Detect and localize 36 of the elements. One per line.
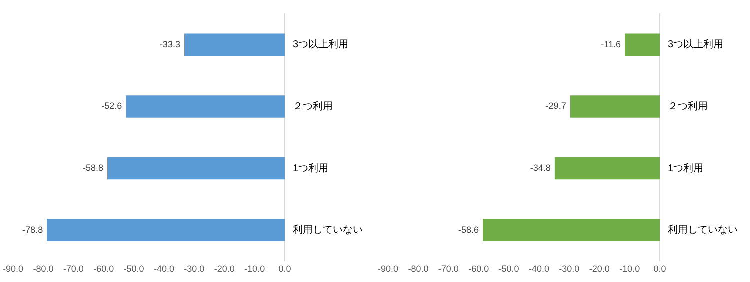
x-tick-label: -30.0 xyxy=(559,264,580,274)
data-label: -29.7 xyxy=(546,101,566,112)
x-tick-label: -50.0 xyxy=(124,264,144,274)
data-label: -58.6 xyxy=(458,224,480,235)
y-tick-label: 利用していない xyxy=(293,224,363,236)
y-tick-label: ２つ利用 xyxy=(293,100,333,112)
x-tick-label: -70.0 xyxy=(438,264,459,274)
x-tick-label: -90.0 xyxy=(378,264,399,274)
x-tick-label: -10.0 xyxy=(620,264,640,274)
x-tick-label: -10.0 xyxy=(244,264,266,274)
x-tick-label: -70.0 xyxy=(63,264,84,274)
y-tick-label: 利用していない xyxy=(668,224,738,236)
y-tick-label: 3つ以上利用 xyxy=(293,38,349,51)
x-tick-label: -60.0 xyxy=(94,264,114,274)
data-label: -78.8 xyxy=(22,224,44,235)
data-label: -11.6 xyxy=(601,39,621,50)
x-tick-label: -20.0 xyxy=(589,264,610,274)
y-tick-label: 3つ以上利用 xyxy=(668,38,724,51)
data-label: -33.3 xyxy=(160,39,180,50)
data-label: -34.8 xyxy=(530,162,551,173)
x-tick-label: 0.0 xyxy=(654,264,666,274)
y-tick-label: 1つ利用 xyxy=(668,162,704,174)
x-tick-label: -50.0 xyxy=(498,264,520,274)
x-tick-label: -80.0 xyxy=(408,264,429,274)
data-label: -58.8 xyxy=(82,162,104,173)
x-tick-label: -40.0 xyxy=(154,264,174,274)
x-tick-label: 0.0 xyxy=(278,264,292,274)
data-label: -52.6 xyxy=(102,101,122,112)
x-tick-label: -20.0 xyxy=(214,264,235,274)
y-tick-label: ２つ利用 xyxy=(668,100,708,112)
x-tick-label: -40.0 xyxy=(528,264,550,274)
x-tick-label: -90.0 xyxy=(3,264,24,274)
x-tick-label: -30.0 xyxy=(184,264,205,274)
x-tick-label: -80.0 xyxy=(33,264,54,274)
x-tick-label: -60.0 xyxy=(468,264,490,274)
y-tick-label: 1つ利用 xyxy=(293,162,329,174)
